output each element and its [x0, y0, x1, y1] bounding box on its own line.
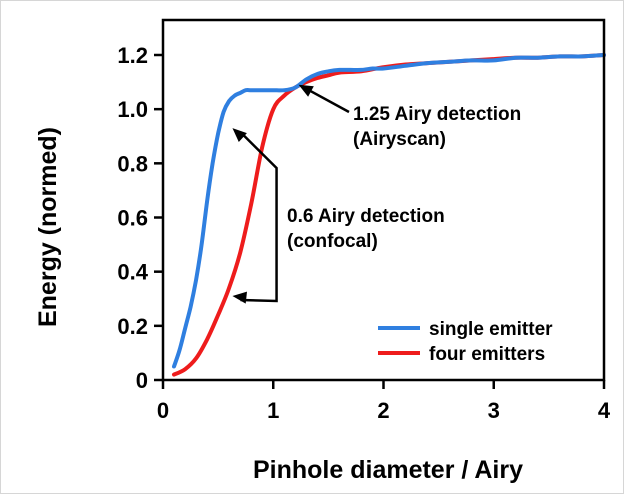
annotation-airyscan-text: 1.25 Airy detection [353, 104, 521, 125]
x-tick-label: 2 [377, 398, 389, 423]
x-axis-ticks: 0 1 2 3 4 [157, 380, 611, 423]
single-emitter-line [172, 53, 606, 369]
x-tick-label: 4 [598, 398, 611, 423]
annotation-confocal-text: 0.6 Airy detection [287, 206, 445, 227]
x-tick-label: 3 [488, 398, 500, 423]
annotation-bracket-confocal [239, 131, 278, 303]
y-axis-label: Energy (normed) [34, 127, 62, 327]
annotation-arrowhead-confocal-bottom [232, 291, 247, 304]
y-tick-label: 1.2 [117, 43, 148, 68]
y-tick-label: 0 [136, 368, 148, 393]
y-tick-label: 0.6 [117, 206, 148, 231]
x-tick-label: 1 [267, 398, 279, 423]
x-tick-label: 0 [157, 398, 169, 423]
y-axis-ticks: 0 0.2 0.4 0.6 0.8 1.0 1.2 [117, 43, 163, 393]
annotation-arrow-airyscan [304, 86, 350, 114]
legend-label: single emitter [429, 319, 553, 340]
annotation-airyscan-text: (Airyscan) [353, 129, 446, 150]
annotation-arrowhead-airyscan [298, 84, 314, 97]
x-axis-label: Pinhole diameter / Airy [253, 456, 523, 484]
y-tick-label: 1.0 [117, 97, 148, 122]
annotation-arrowhead-confocal-top [232, 128, 247, 142]
y-tick-label: 0.8 [117, 151, 148, 176]
legend-label: four emitters [429, 344, 545, 365]
legend: single emitter four emitters [378, 319, 553, 365]
plot-area-frame [161, 18, 606, 382]
annotation-confocal-text: (confocal) [287, 231, 378, 252]
series-lines [172, 53, 606, 377]
y-tick-label: 0.4 [117, 260, 148, 285]
annotations: 1.25 Airy detection (Airyscan) 0.6 Airy de… [232, 84, 521, 304]
y-tick-label: 0.2 [117, 314, 148, 339]
